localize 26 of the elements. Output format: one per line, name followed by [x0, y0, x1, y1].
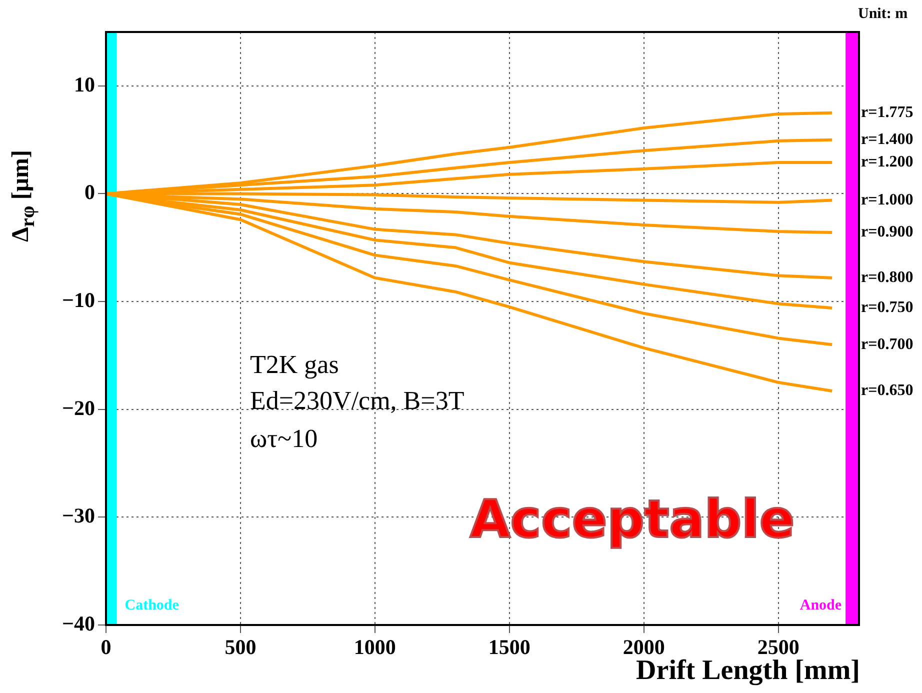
series-label: r=0.800	[861, 268, 914, 286]
x-tick-label: 1500	[488, 635, 530, 660]
series-label: r=0.700	[861, 336, 914, 353]
text: Unit: m	[858, 6, 908, 23]
y-tick-label: −20	[62, 396, 95, 420]
band-label: Cathode	[124, 597, 180, 614]
y-tick-label: 10	[74, 72, 95, 96]
y-tick-label: −40	[62, 611, 95, 636]
series-label: r=0.900	[861, 224, 914, 241]
series-label: r=1.775	[861, 104, 914, 122]
annotation: ωτ~10	[250, 424, 318, 454]
series-label: r=0.650	[861, 382, 914, 400]
annotation: T2K gas	[250, 350, 339, 380]
x-tick-label: 0	[100, 635, 112, 660]
series-label: r=1.400	[861, 130, 914, 148]
annotation: Ed=230V/cm, B=3T	[250, 386, 464, 416]
band-label: Anode	[800, 597, 842, 614]
y-tick-label: −10	[62, 288, 95, 312]
series-label: r=0.750	[861, 299, 914, 316]
x-tick-label: 1000	[354, 635, 396, 660]
y-tick-label: 0	[84, 180, 95, 204]
annotation: Acceptable	[470, 490, 795, 550]
x-tick-label: 500	[224, 635, 256, 660]
series-label: r=1.000	[861, 191, 914, 208]
series-label: r=1.200	[861, 154, 914, 171]
y-tick-label: −30	[62, 504, 95, 528]
